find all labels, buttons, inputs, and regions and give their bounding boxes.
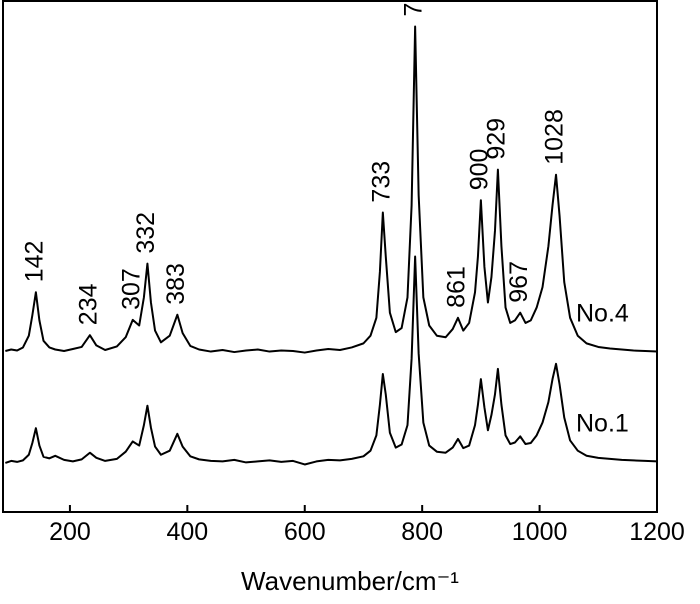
peak-label: 307 [117, 268, 145, 310]
x-tick-label: 400 [166, 518, 208, 546]
x-tick-label: 600 [284, 518, 326, 546]
peak-label: 383 [162, 263, 190, 305]
peak-label: 967 [505, 261, 533, 303]
plot-frame [2, 0, 658, 513]
x-axis-label: Wavenumber/cm⁻¹ [241, 566, 459, 596]
series-label: No.4 [576, 300, 629, 328]
peak-label: 733 [367, 161, 395, 203]
peak-label: 234 [74, 283, 102, 325]
spectrum-line [5, 25, 658, 354]
peak-label: 142 [20, 241, 48, 283]
peak-label: 900 [465, 149, 493, 191]
peak-label: 929 [483, 118, 511, 160]
peak-label: 788 [400, 0, 428, 17]
peak-label: 861 [443, 266, 471, 308]
series-label: No.1 [576, 409, 629, 437]
peak-label: 332 [132, 212, 160, 254]
x-tick-label: 1000 [512, 518, 568, 546]
x-tick-label: 1200 [629, 518, 685, 546]
spectrum-line [5, 255, 658, 466]
x-tick-label: 200 [49, 518, 91, 546]
peak-label: 1028 [541, 109, 569, 165]
x-tick-label: 800 [401, 518, 443, 546]
